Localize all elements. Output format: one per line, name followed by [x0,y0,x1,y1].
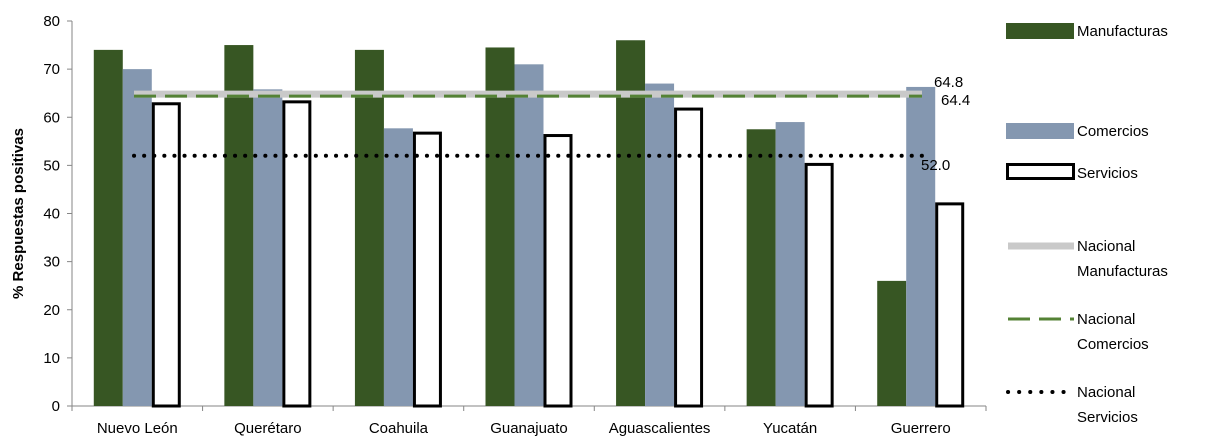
y-axis-label: % Respuestas positivas [10,128,27,299]
bar-manufacturas [877,280,907,406]
x-tick-label: Nuevo León [97,420,178,437]
bar-comercios [906,86,936,407]
legend-label: Manufacturas [1077,263,1168,280]
legend-swatch-manufacturas [1006,23,1074,39]
bar-servicios [543,134,573,408]
legend-label: Nacional [1077,238,1135,255]
legend-label: Manufacturas [1077,23,1168,40]
y-tick-label: 50 [43,157,60,174]
y-tick-label: 30 [43,254,60,271]
bar-servicios [151,102,181,408]
bar-comercios [775,122,805,406]
legend-label: Nacional [1077,384,1135,401]
bar-manufacturas [616,40,646,406]
bar-manufacturas [93,49,123,406]
x-tick-label: Querétaro [234,420,302,437]
legend-label: Nacional [1077,311,1135,328]
x-tick-label: Guanajuato [490,420,568,437]
bar-manufacturas [224,45,254,406]
reference-value-label: 64.8 [934,74,963,91]
y-tick-label: 20 [43,302,60,319]
bar-manufacturas [354,49,384,406]
bar-comercios [645,83,675,406]
y-tick-label: 60 [43,109,60,126]
x-tick-label: Yucatán [763,420,817,437]
bar-manufacturas [485,47,515,406]
reference-value-label: 52.0 [921,157,950,174]
bar-servicios [935,202,965,408]
legend-label: Comercios [1077,336,1149,353]
bar-servicios [412,131,442,408]
y-tick-label: 10 [43,350,60,367]
bar-servicios [674,107,704,408]
legend: Manufacturas Comercios Servicios Nacional Ma… [1006,23,1168,426]
bar-servicios [282,100,312,408]
bar-comercios [383,128,413,406]
legend-label: Servicios [1077,409,1138,426]
plot-area: 0 10 20 30 40 50 60 70 80 % Respuestas positivas N… [10,13,987,437]
x-tick-label: Aguascalientes [609,420,711,437]
y-tick-label: 0 [52,398,60,415]
x-tick-label: Guerrero [891,420,951,437]
legend-swatch-servicios [1006,163,1075,180]
y-tick-label: 80 [43,13,60,30]
legend-swatch-comercios [1006,123,1074,139]
y-tick-label: 70 [43,61,60,78]
reference-value-label: 64.4 [941,92,970,109]
bar-comercios [514,64,544,406]
legend-label: Servicios [1077,165,1138,182]
bar-comercios [122,69,152,406]
bar-servicios [804,162,834,408]
y-tick-label: 40 [43,206,60,223]
legend-label: Comercios [1077,123,1149,140]
bar-comercios [253,89,283,407]
x-tick-label: Coahuila [369,420,429,437]
bar-manufacturas [746,129,776,406]
